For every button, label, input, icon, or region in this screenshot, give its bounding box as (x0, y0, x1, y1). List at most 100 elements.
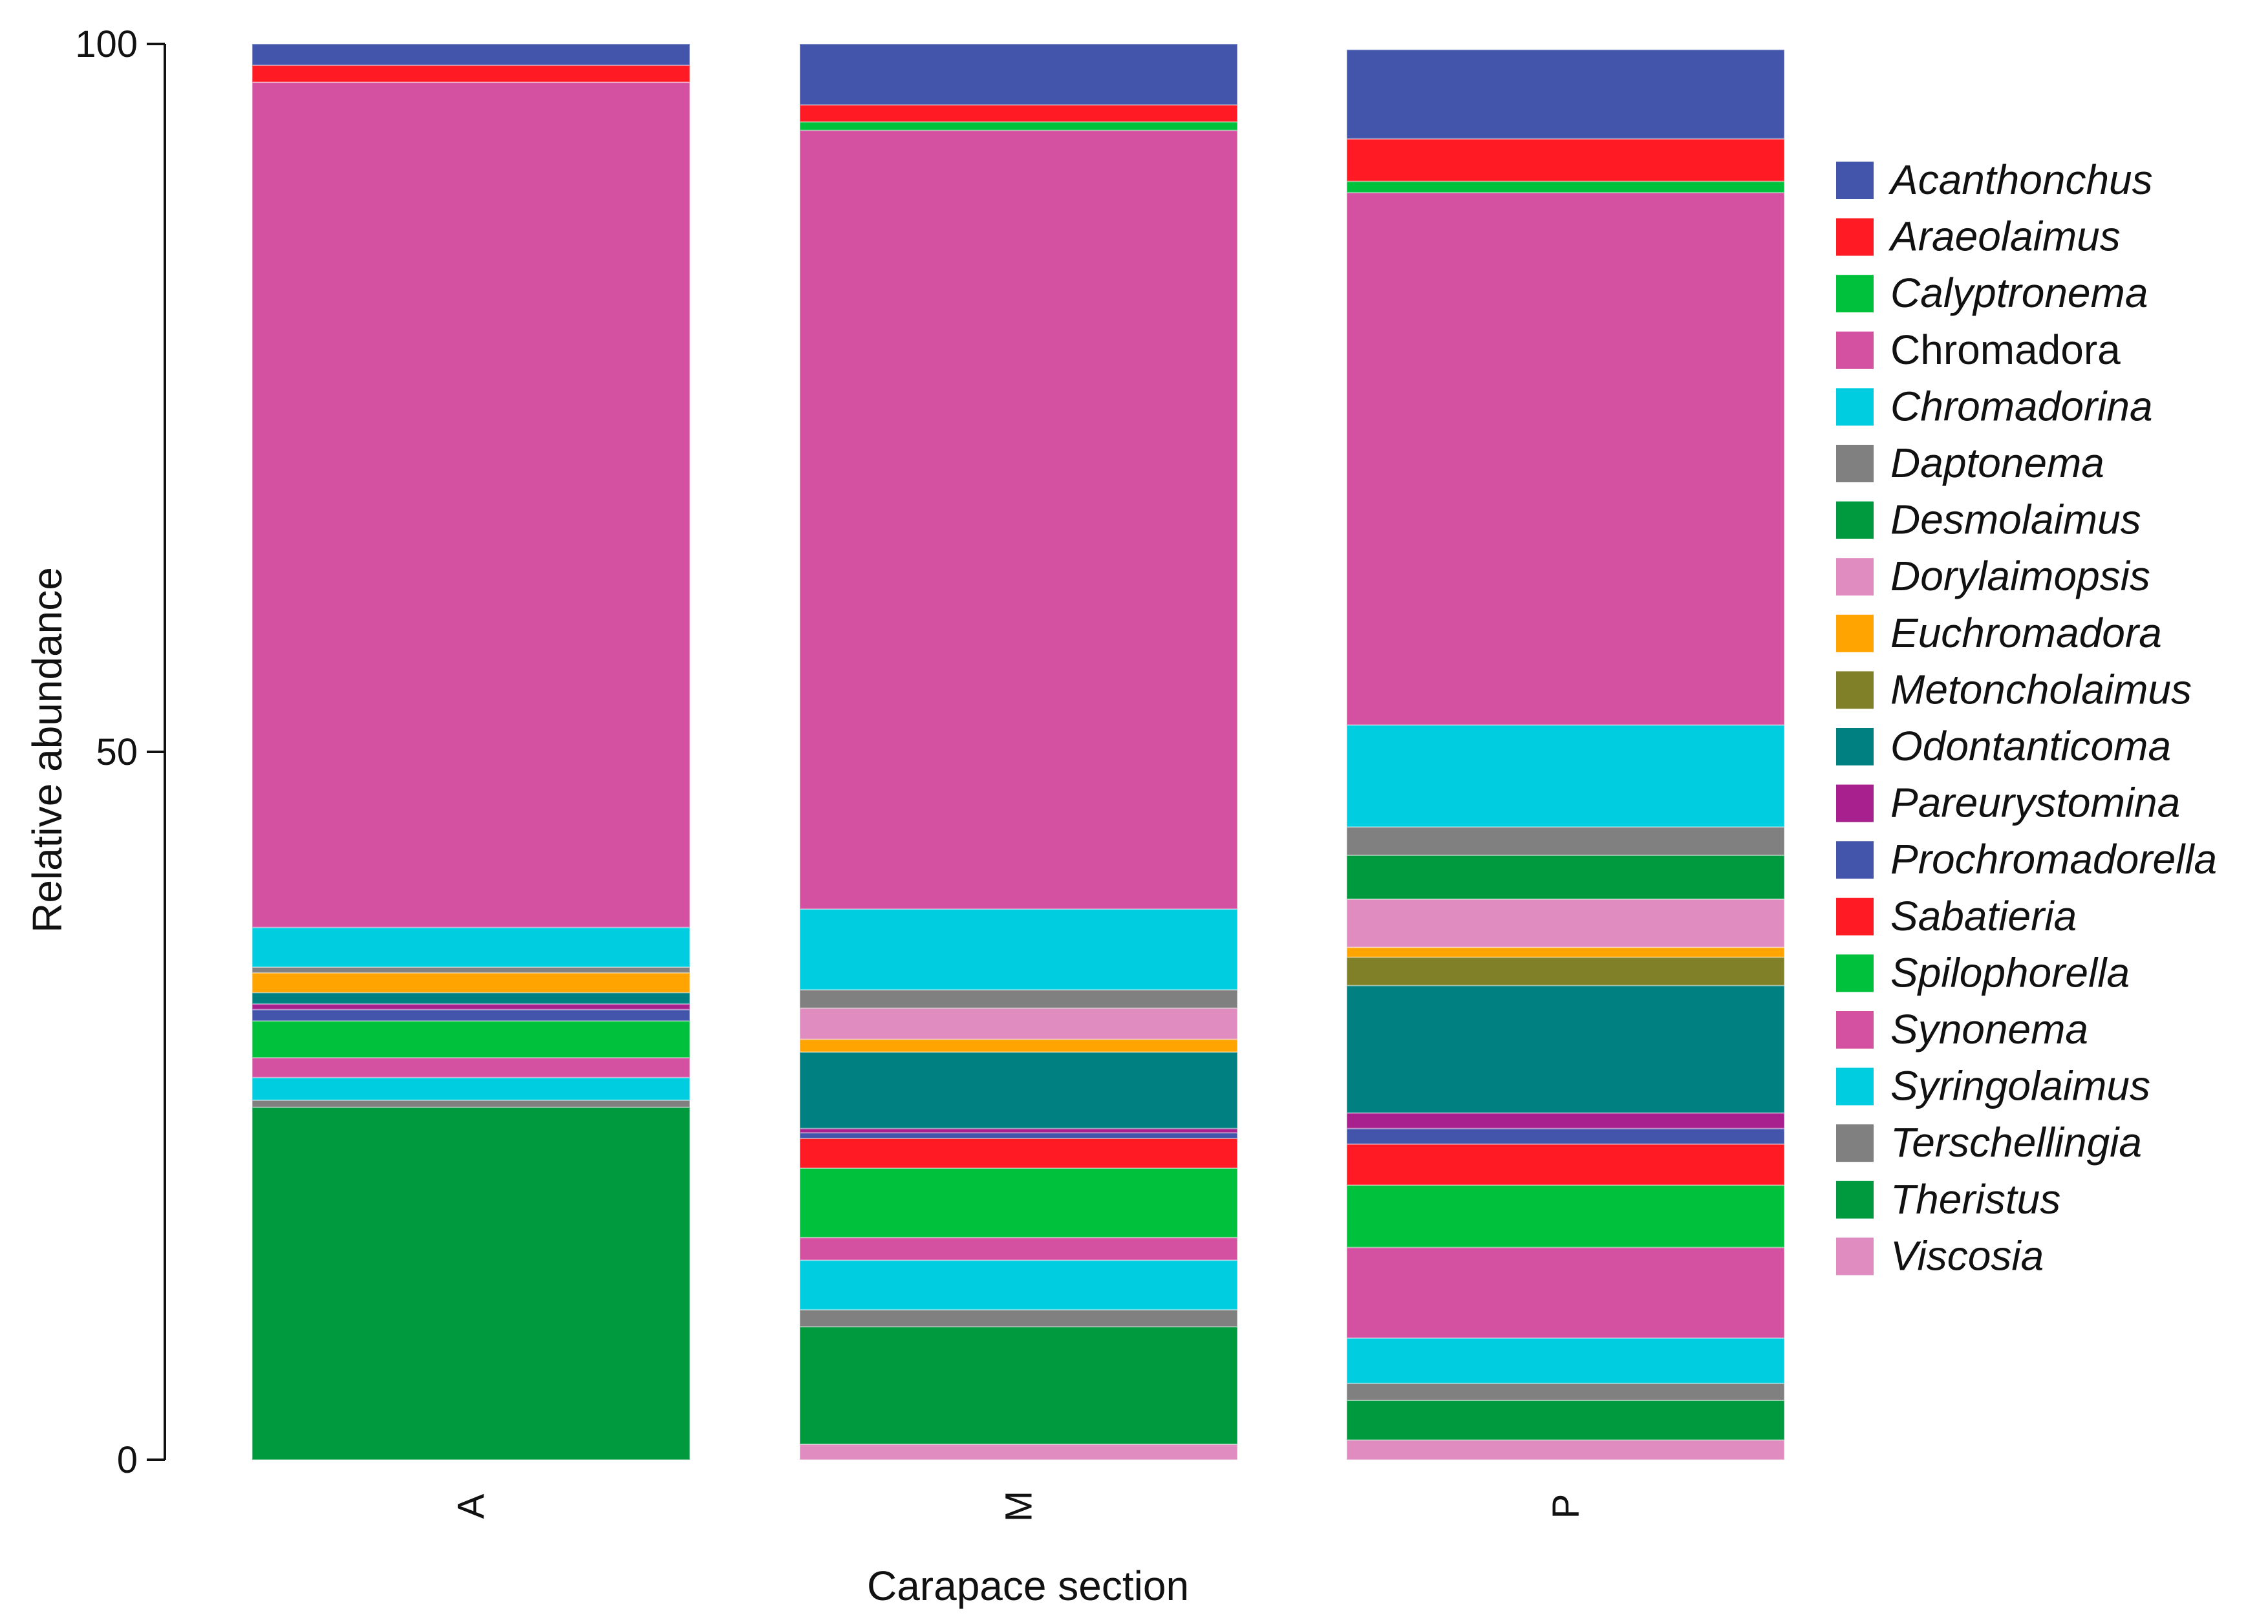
bar-segment-spilophorella-M (799, 1167, 1238, 1239)
legend-label: Viscosia (1890, 1232, 2044, 1279)
bar-segment-acanthonchus-M (799, 43, 1238, 106)
legend-label: Acanthonchus (1888, 156, 2153, 203)
legend-label: Chromadora (1890, 326, 2121, 373)
legend-label: Calyptronema (1890, 270, 2148, 316)
bar-segment-acanthonchus-A (251, 43, 690, 66)
legend-item: Desmolaimus (1836, 497, 2141, 543)
bar-segment-prochromadorella-M (799, 1132, 1238, 1139)
bar-segment-dorylaimopsis-P (1346, 898, 1785, 948)
legend-swatch (1836, 954, 1874, 992)
legend-item: Synonema (1836, 1006, 2088, 1052)
bar-segment-viscosia-M (799, 1443, 1238, 1460)
bar-segment-chromadorina-M (799, 908, 1238, 990)
legend-item: Sabatieria (1836, 893, 2077, 939)
legend-label: Chromadorina (1890, 383, 2153, 429)
legend-label: Euchromadora (1890, 610, 2162, 656)
y-axis-title: Relative abundance (24, 567, 70, 933)
y-tick-label: 50 (96, 731, 138, 773)
bar-segment-syringolaimus-P (1346, 1337, 1785, 1384)
legend-item: Acanthonchus (1836, 156, 2153, 203)
legend: Acanthonchus Araeolaimus Calyptronema Chrom… (1836, 156, 2217, 1279)
bar-stack-P (1346, 48, 1785, 1461)
bar-segment-sabatieria-P (1346, 1143, 1785, 1186)
legend-label: Dorylaimopsis (1890, 553, 2150, 599)
bar-segment-chromadora-P (1346, 191, 1785, 726)
bar-segment-calyptronema-P (1346, 180, 1785, 193)
legend-label: Daptonema (1890, 440, 2104, 486)
legend-label: Odontanticoma (1890, 723, 2171, 769)
x-axis-title: Carapace section (867, 1563, 1189, 1609)
bar-segment-pareurystomina-P (1346, 1112, 1785, 1129)
legend-label: Desmolaimus (1890, 497, 2141, 543)
bar-segment-daptonema-A (251, 1099, 690, 1108)
bar-segment-prochromadorella-A (251, 1009, 690, 1022)
bar-segment-chromadorina-P (1346, 724, 1785, 828)
bar-segment-euchromadora-P (1346, 946, 1785, 958)
legend-swatch (1836, 445, 1874, 482)
legend-swatch (1836, 162, 1874, 199)
bar-segment-araeolaimus-A (251, 64, 690, 83)
legend-label: Sabatieria (1890, 893, 2077, 939)
bar-segment-daptonema-M (799, 1309, 1238, 1328)
legend-item: Calyptronema (1836, 270, 2148, 316)
legend-swatch (1836, 1237, 1874, 1276)
bar-segment-synonema-P (1346, 1246, 1785, 1339)
legend-item: Metoncholaimus (1836, 666, 2192, 712)
legend-swatch (1836, 501, 1874, 539)
bar-segment-theristus-P (1346, 854, 1785, 900)
legend-label: Metoncholaimus (1890, 666, 2192, 712)
bar-segment-desmolaimus-P (1346, 1400, 1785, 1441)
bar-segment-odontanticoma-M (799, 1051, 1238, 1129)
bar-segment-daptonema-P (1346, 826, 1785, 856)
bar-segment-syringolaimus-A (251, 1076, 690, 1101)
x-tick-label: M (998, 1491, 1040, 1522)
bar-segment-terschellingia-A (251, 966, 690, 974)
legend-item: Prochromadorella (1836, 836, 2217, 882)
x-tick-label: P (1545, 1494, 1587, 1519)
bar-segment-araeolaimus-P (1346, 138, 1785, 182)
y-tick-label: 100 (75, 23, 138, 65)
legend-swatch (1836, 388, 1874, 426)
legend-item: Spilophorella (1836, 949, 2130, 996)
bar-segment-pareurystomina-A (251, 1003, 690, 1010)
legend-swatch (1836, 1011, 1874, 1049)
legend-item: Odontanticoma (1836, 723, 2171, 769)
legend-swatch (1836, 218, 1874, 256)
bar-segment-chromadora-M (799, 129, 1238, 910)
legend-swatch (1836, 728, 1874, 765)
bar-segment-daptonema-P (1346, 1382, 1785, 1402)
legend-label: Theristus (1890, 1176, 2060, 1223)
bar-segment-odontanticoma-A (251, 992, 690, 1005)
bar-stack-A (251, 43, 690, 1460)
legend-item: Terschellingia (1836, 1119, 2142, 1166)
legend-swatch (1836, 331, 1874, 369)
bar-segment-terschellingia-M (799, 988, 1238, 1009)
legend-label: Prochromadorella (1890, 836, 2217, 882)
legend-swatch (1836, 784, 1874, 822)
legend-label: Synonema (1890, 1006, 2088, 1052)
legend-swatch (1836, 614, 1874, 652)
legend-swatch (1836, 1124, 1874, 1162)
bar-segment-syringolaimus-M (799, 1259, 1238, 1310)
legend-swatch (1836, 671, 1874, 709)
legend-item: Theristus (1836, 1176, 2060, 1223)
legend-swatch (1836, 1181, 1874, 1219)
bar-stack-M (799, 43, 1238, 1460)
bar-segment-chromadorina-A (251, 926, 690, 968)
legend-item: Daptonema (1836, 440, 2104, 486)
legend-item: Chromadorina (1836, 383, 2153, 429)
bar-segment-viscosia-P (1346, 1439, 1785, 1461)
legend-item: Euchromadora (1836, 610, 2162, 656)
legend-swatch (1836, 275, 1874, 313)
legend-item: Dorylaimopsis (1836, 553, 2150, 599)
bar-segment-calyptronema-M (799, 121, 1238, 131)
bar-segment-dorylaimopsis-M (799, 1007, 1238, 1040)
bar-segment-desmolaimus-A (251, 1106, 690, 1460)
legend-item: Viscosia (1836, 1232, 2044, 1279)
legend-swatch (1836, 897, 1874, 935)
bar-segment-desmolaimus-M (799, 1326, 1238, 1445)
legend-swatch (1836, 1067, 1874, 1106)
legend-swatch (1836, 841, 1874, 879)
bar-segment-euchromadora-A (251, 972, 690, 994)
